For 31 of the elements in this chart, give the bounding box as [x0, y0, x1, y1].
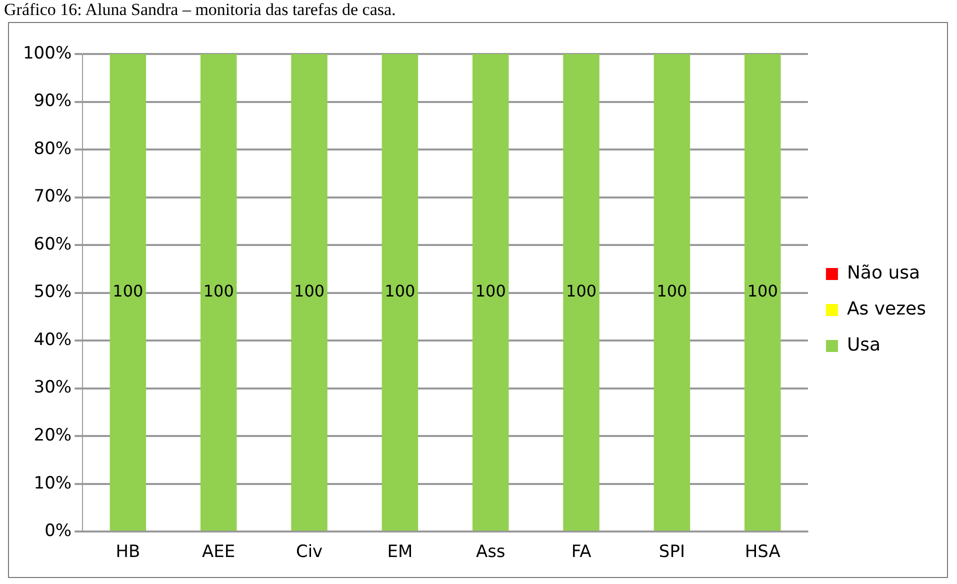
- y-tick-label: 70%: [34, 186, 72, 207]
- data-label: 100: [656, 281, 688, 300]
- y-tick-label: 20%: [34, 426, 72, 446]
- y-tick-label: 50%: [34, 282, 72, 302]
- x-tick-label: FA: [571, 542, 592, 562]
- x-tick-label: AEE: [202, 542, 236, 562]
- y-tick-label: 30%: [34, 378, 72, 398]
- data-label: 100: [384, 281, 416, 300]
- y-tick-label: 100%: [22, 43, 72, 64]
- x-tick-label: Ass: [476, 542, 506, 562]
- data-label: 100: [566, 281, 597, 300]
- legend-label: Não usa: [846, 262, 920, 284]
- x-tick-label: HB: [116, 542, 140, 562]
- x-tick-label: SPI: [658, 542, 685, 562]
- data-label: 100: [747, 281, 778, 300]
- data-label: 100: [475, 281, 506, 300]
- x-tick-label: Civ: [296, 542, 323, 562]
- y-tick-label: 40%: [34, 330, 72, 350]
- y-tick-label: 60%: [34, 234, 72, 254]
- y-tick-label: 90%: [34, 91, 72, 112]
- chart-title: Gráfico 16: Aluna Sandra – monitoria das tarefas de casa.: [4, 0, 396, 20]
- x-tick-label: EM: [387, 542, 413, 562]
- legend-label: As vezes: [846, 298, 926, 320]
- x-tick-label: HSA: [744, 542, 781, 562]
- legend-label: Usa: [846, 334, 881, 356]
- data-label: 100: [203, 281, 234, 300]
- y-tick-label: 10%: [34, 473, 72, 494]
- y-tick-label: 80%: [34, 138, 72, 159]
- y-tick-label: 0%: [44, 521, 72, 542]
- data-label: 100: [112, 281, 144, 300]
- data-label: 100: [294, 281, 325, 300]
